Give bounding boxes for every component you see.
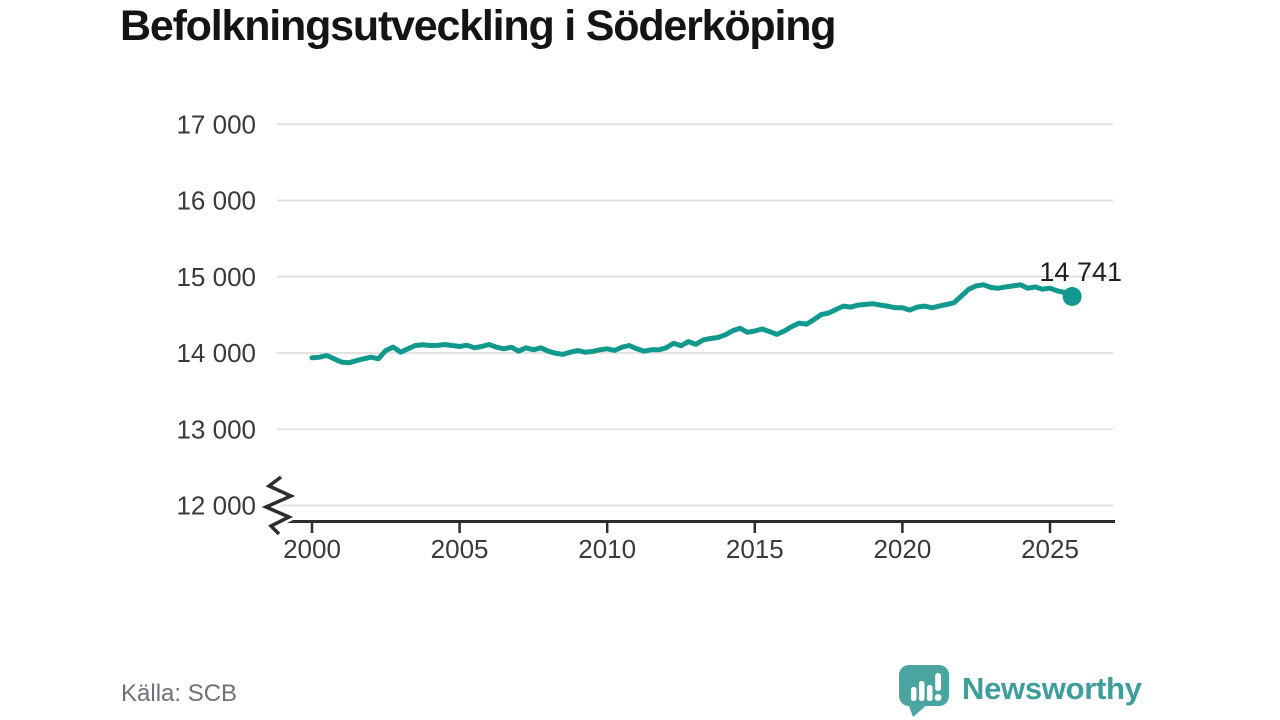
x-axis-tick-label: 2005	[431, 534, 489, 564]
newsworthy-logo-text: Newsworthy	[962, 671, 1142, 706]
newsworthy-logo: Newsworthy	[895, 662, 1142, 719]
x-axis-tick-label: 2025	[1021, 534, 1079, 564]
source-label: Källa: SCB	[121, 680, 238, 707]
y-axis-tick-label: 15 000	[176, 262, 256, 292]
x-axis-tick-label: 2015	[726, 534, 784, 564]
y-axis-tick-label: 16 000	[176, 186, 256, 216]
y-axis-tick-label: 13 000	[176, 414, 256, 444]
bar-chart-speech-bubble-icon	[899, 665, 949, 717]
axis-break-zigzag-icon	[261, 475, 296, 536]
latest-value-dot	[1062, 286, 1082, 306]
x-axis-tick-label: 2020	[873, 534, 931, 564]
population-line-series	[309, 282, 1075, 366]
page-title: Befolkningsutveckling i Söderköping	[120, 2, 837, 50]
x-axis-tick-label: 2010	[578, 534, 636, 564]
y-axis-tick-label: 12 000	[176, 491, 256, 521]
x-axis-tick-label: 2000	[283, 534, 341, 564]
y-axis-tick-label: 14 000	[176, 338, 256, 368]
y-axis-tick-label: 17 000	[176, 109, 256, 139]
latest-value-label: 14 741	[1039, 257, 1122, 287]
